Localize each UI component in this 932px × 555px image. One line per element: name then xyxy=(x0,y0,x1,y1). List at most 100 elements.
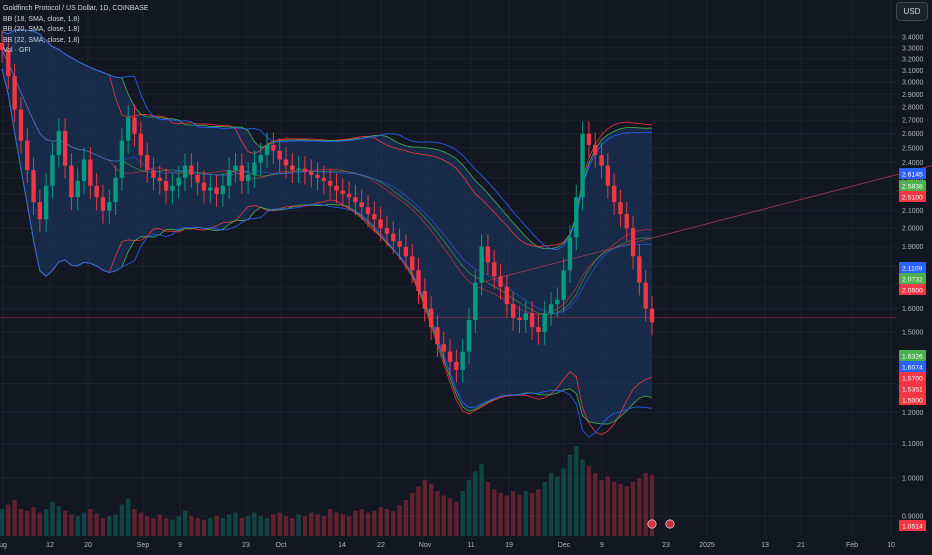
currency-button[interactable]: USD xyxy=(896,2,928,21)
volume-bar xyxy=(397,505,402,536)
volume-bar xyxy=(201,519,207,536)
candle-body xyxy=(144,155,150,171)
candle-body xyxy=(409,256,415,271)
volume-bar xyxy=(119,504,125,536)
volume-bar xyxy=(277,512,282,536)
candle-body xyxy=(542,313,547,332)
volume-legend[interactable]: Vol · GFI xyxy=(3,47,31,54)
candle-body xyxy=(245,174,251,182)
candle-body xyxy=(428,308,434,328)
time-tick-label: 11 xyxy=(467,542,474,549)
candle-body xyxy=(195,174,200,183)
volume-bar xyxy=(176,516,181,536)
candle-body xyxy=(365,207,371,215)
volume-bar xyxy=(599,480,604,536)
candle-body xyxy=(25,140,30,171)
candle-body xyxy=(50,155,55,186)
time-tick-label: Dec xyxy=(558,542,571,549)
volume-bar xyxy=(593,473,598,536)
candle-body xyxy=(182,165,188,178)
candle-body xyxy=(536,327,541,332)
volume-bar xyxy=(384,509,390,536)
candle-body xyxy=(485,246,491,263)
volume-bar xyxy=(271,514,276,536)
candle-body xyxy=(302,168,308,172)
symbol-title[interactable]: Goldfinch Protocol / US Dollar, 1D, COIN… xyxy=(3,5,149,12)
price-tick-label: 2.9000 xyxy=(902,92,924,99)
volume-bar xyxy=(435,491,440,536)
volume-bar xyxy=(144,516,150,536)
volume-bar xyxy=(422,480,428,536)
volume-bar xyxy=(630,482,636,536)
volume-bar xyxy=(403,500,409,536)
volume-bar xyxy=(523,491,528,536)
chart-legend: Goldfinch Protocol / US Dollar, 1D, COIN… xyxy=(3,4,149,57)
candle-body xyxy=(151,170,156,178)
volume-bar xyxy=(416,486,421,536)
candle-body xyxy=(94,185,99,198)
candle-body xyxy=(422,291,428,309)
time-tick-label: Sep xyxy=(137,542,150,549)
candle-body xyxy=(567,237,573,271)
price-label-text: 2.0732 xyxy=(902,277,923,284)
candle-body xyxy=(283,159,289,166)
candle-body xyxy=(107,202,112,211)
volume-bar xyxy=(94,513,99,536)
volume-bar xyxy=(618,483,623,536)
volume-bar xyxy=(473,471,478,536)
candle-body xyxy=(523,313,528,321)
price-tick-label: 2.1000 xyxy=(902,208,924,215)
candle-body xyxy=(586,133,592,145)
candle-body xyxy=(138,133,144,156)
volume-bar xyxy=(454,501,459,536)
candle-body xyxy=(119,140,125,178)
volume-bar xyxy=(182,510,188,536)
bb-18-legend[interactable]: BB (18, SMA, close, 1.8) xyxy=(3,15,80,23)
candle-body xyxy=(126,117,131,141)
price-label-text: 2.0500 xyxy=(902,288,923,295)
volume-bar xyxy=(485,482,491,536)
price-tick-label: 1.6000 xyxy=(902,306,924,313)
price-label-badge xyxy=(899,383,926,394)
volume-bar xyxy=(391,510,396,536)
bb-20-legend[interactable]: BB (20, SMA, close, 1.8) xyxy=(3,26,80,33)
price-label-badge xyxy=(899,520,926,531)
volume-bar xyxy=(233,512,238,536)
volume-bar xyxy=(372,510,377,536)
volume-bar xyxy=(6,504,11,536)
bb-22-legend[interactable]: BB (22, SMA, close, 1.8) xyxy=(3,36,80,44)
price-tick-label: 2.0000 xyxy=(902,226,924,233)
volume-bar xyxy=(542,482,547,536)
candle-body xyxy=(252,162,257,175)
bb-line-lo xyxy=(1,68,653,438)
price-tick-label: 2.5000 xyxy=(902,145,924,152)
volume-bar xyxy=(69,514,74,536)
price-tick-label: 3.3000 xyxy=(902,45,924,52)
price-label-badge xyxy=(899,262,926,273)
candle-body xyxy=(643,282,648,309)
volume-bar xyxy=(81,512,87,536)
candle-body xyxy=(605,165,611,186)
volume-bar xyxy=(460,491,465,536)
candle-body xyxy=(208,187,213,191)
candle-body xyxy=(233,165,238,171)
price-tick-label: 2.8000 xyxy=(902,104,924,111)
volume-bar xyxy=(151,518,156,536)
candle-body xyxy=(504,286,510,305)
candle-body xyxy=(157,177,162,182)
candle-body xyxy=(163,181,169,191)
candle-body xyxy=(37,202,43,220)
time-tick-label: 12 xyxy=(46,542,54,549)
volume-bar xyxy=(252,512,257,536)
candle-body xyxy=(510,304,516,318)
bb-line-mid xyxy=(1,49,653,314)
price-label-badge xyxy=(899,168,926,179)
candle-body xyxy=(296,168,301,171)
candle-body xyxy=(618,202,623,215)
volume-bar xyxy=(574,446,579,536)
volume-bar xyxy=(75,516,80,536)
volume-bar xyxy=(346,516,352,536)
volume-bar xyxy=(649,474,655,536)
